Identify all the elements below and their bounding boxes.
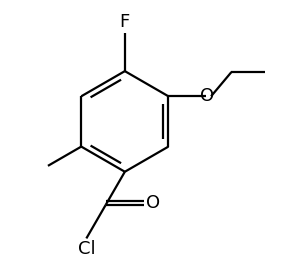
- Text: O: O: [146, 194, 160, 212]
- Text: O: O: [200, 87, 214, 105]
- Text: Cl: Cl: [77, 240, 95, 258]
- Text: F: F: [120, 13, 130, 31]
